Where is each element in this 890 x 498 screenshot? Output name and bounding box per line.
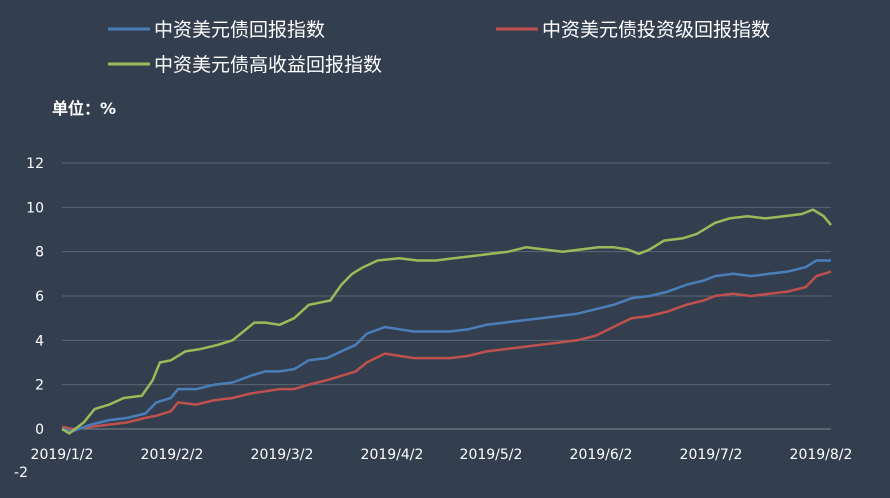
x-tick-label: 2019/2/2 (141, 447, 204, 463)
x-tick-label: 2019/3/2 (251, 447, 314, 463)
series-line-2 (61, 208, 832, 435)
legend-item-0: 中资美元债回报指数 (108, 19, 325, 41)
x-tick-label: 2019/5/2 (460, 447, 523, 463)
legend-item-1: 中资美元债投资级回报指数 (496, 19, 770, 41)
legend: 中资美元债回报指数 中资美元债投资级回报指数 中资美元债高收益回报指数 (108, 19, 770, 76)
y-tick-label: 8 (35, 245, 44, 261)
y-tick-label: 6 (35, 289, 44, 305)
x-axis: 2019/1/2 2019/2/2 2019/3/2 2019/4/2 2019/5/2… (31, 447, 853, 463)
series-layer (61, 208, 832, 435)
legend-label-1: 中资美元债投资级回报指数 (542, 19, 770, 41)
y-tick-label: -2 (14, 465, 28, 481)
series-line-1 (61, 270, 832, 431)
legend-item-2: 中资美元债高收益回报指数 (108, 54, 382, 76)
unit-label: 单位：% (52, 99, 116, 118)
grid-layer (62, 162, 831, 430)
x-tick-label: 2019/1/2 (31, 447, 94, 463)
x-tick-label: 2019/7/2 (680, 447, 743, 463)
y-tick-label: 4 (35, 333, 44, 349)
y-tick-label: 0 (35, 422, 44, 438)
x-tick-label: 2019/6/2 (570, 447, 633, 463)
series-line-0 (61, 259, 831, 433)
x-tick-label: 2019/8/2 (790, 447, 853, 463)
legend-label-2: 中资美元债高收益回报指数 (154, 54, 382, 76)
y-tick-label: 12 (26, 156, 44, 172)
y-tick-label: 10 (26, 200, 44, 216)
legend-label-0: 中资美元债回报指数 (154, 19, 325, 41)
y-axis: 12 10 8 6 4 2 0 -2 (14, 156, 44, 481)
x-tick-label: 2019/4/2 (361, 447, 424, 463)
y-tick-label: 2 (35, 378, 44, 394)
